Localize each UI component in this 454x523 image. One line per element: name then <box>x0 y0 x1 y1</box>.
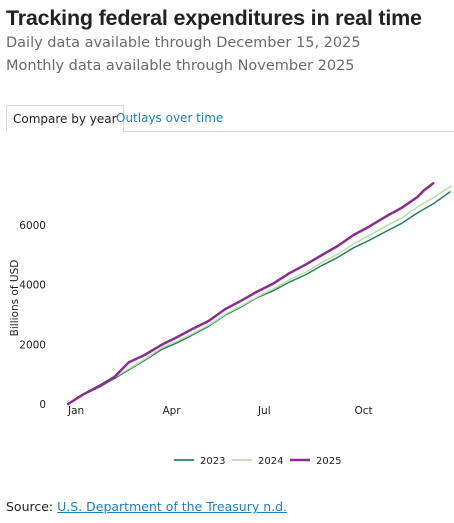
x-tick-label: Oct <box>355 405 373 417</box>
y-tick-label: 0 <box>39 399 46 411</box>
tab-compare-by-year[interactable]: Compare by year <box>6 105 124 132</box>
y-tick-label: 4000 <box>19 280 46 292</box>
y-axis: 0 2000 4000 6000 <box>19 220 46 411</box>
subtitle-monthly: Monthly data available through November … <box>6 58 355 74</box>
x-tick-label: Apr <box>162 405 181 417</box>
x-axis: Jan Apr Jul Oct <box>67 405 373 417</box>
legend-label-2025: 2025 <box>316 456 341 467</box>
tab-bar: Compare by year Outlays over time <box>6 105 454 132</box>
legend-label-2024: 2024 <box>258 456 283 467</box>
source-prefix: Source: <box>6 499 58 514</box>
page-title: Tracking federal expenditures in real ti… <box>6 6 422 30</box>
expenditure-line-chart: Billions of USD 0 2000 4000 6000 Jan Apr Jul O… <box>9 182 452 467</box>
tab-outlays-over-time[interactable]: Outlays over time <box>116 111 224 125</box>
legend: 2023 2024 2025 <box>174 456 341 467</box>
subtitle-daily: Daily data available through December 15… <box>6 35 361 51</box>
x-tick-label: Jul <box>257 405 271 417</box>
series-lines <box>66 182 452 406</box>
series-line-2023 <box>67 191 451 405</box>
source-link[interactable]: U.S. Department of the Treasury n.d. <box>57 499 288 514</box>
series-line-2024 <box>67 185 452 405</box>
y-tick-label: 2000 <box>19 339 46 351</box>
x-tick-label: Jan <box>67 405 84 417</box>
y-tick-label: 6000 <box>19 220 46 232</box>
source-note: Source: U.S. Department of the Treasury … <box>6 499 287 514</box>
legend-label-2023: 2023 <box>200 456 225 467</box>
y-axis-label-group: Billions of USD <box>9 260 21 337</box>
y-axis-label: Billions of USD <box>9 260 21 337</box>
series-line-2025 <box>66 182 435 406</box>
